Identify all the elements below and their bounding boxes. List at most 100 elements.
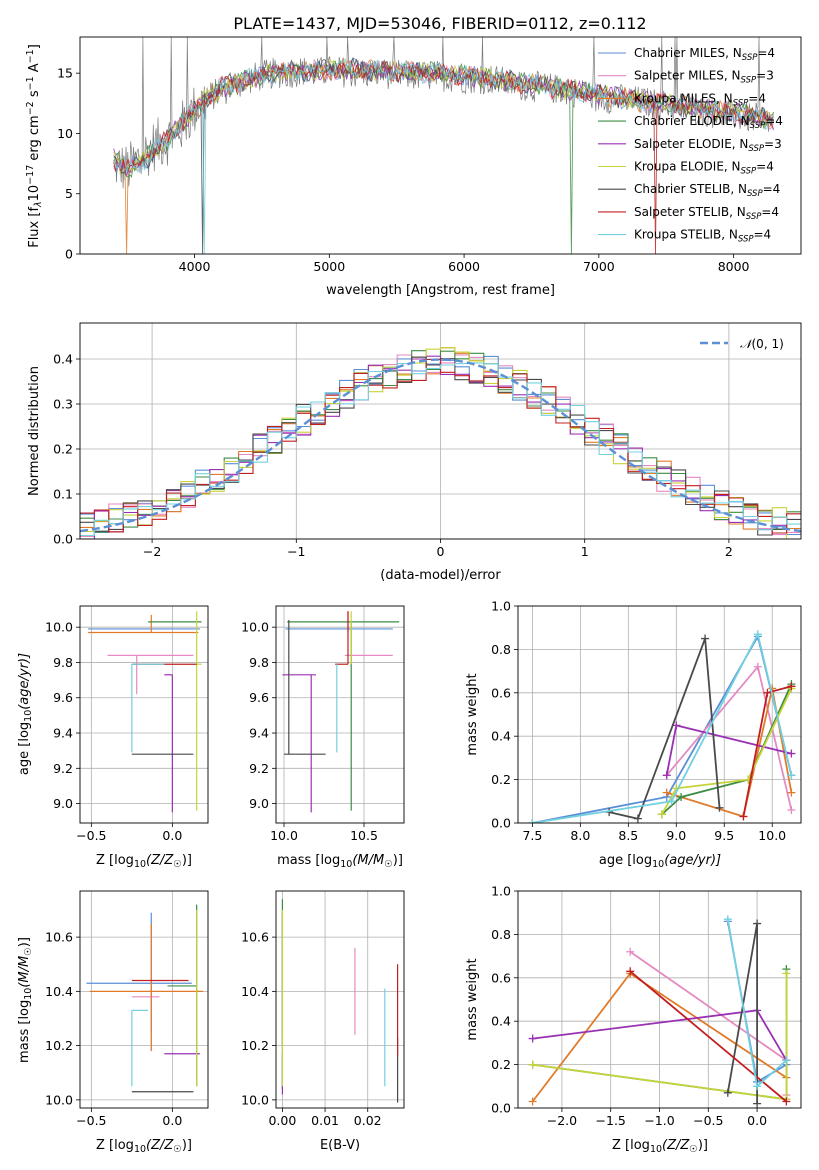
x-tick-label: −2.0 — [547, 1113, 577, 1128]
x-tick-label: 0.00 — [268, 1113, 296, 1128]
normal-distribution-curve — [80, 358, 801, 533]
weight-marker — [782, 969, 791, 978]
y-tick-label: 10.6 — [45, 930, 73, 945]
x-tick-label: −1.0 — [644, 1113, 674, 1128]
y-axis-label: mass weight — [465, 958, 480, 1040]
y-tick-label: 9.8 — [53, 655, 73, 670]
y-tick-label: 10 — [57, 126, 73, 141]
x-tick-label: 7.5 — [522, 828, 542, 843]
y-axis-label: mass weight — [465, 673, 480, 755]
residual-histogram-panel: −2 −1 0 1 2 0.0 0.1 0.2 0.3 0.4 (data-model)/error… — [27, 322, 802, 583]
weight-marker — [667, 797, 676, 806]
legend-label: Salpeter STELIB, NSSP=4 — [634, 205, 779, 222]
y-tick-label: 10.2 — [45, 1038, 73, 1053]
y-tick-label: 10.0 — [241, 620, 269, 635]
mass-vs-ebv-panel: 0.00 0.01 0.02 10.0 10.2 10.4 10.6 E(B-V) — [241, 890, 405, 1153]
weight-marker — [662, 788, 671, 797]
x-axis-label: E(B-V) — [320, 1138, 360, 1153]
model-spectrum-chabrier-stelib — [113, 56, 774, 254]
grid — [276, 606, 404, 823]
grid — [80, 891, 208, 1108]
y-tick-label: 9.4 — [249, 726, 269, 741]
weight-line — [666, 688, 793, 818]
figure-title: PLATE=1437, MJD=53046, FIBERID=0112, z=0… — [233, 14, 646, 33]
weight-marker — [753, 662, 762, 671]
x-axis-label: (data-model)/error — [380, 568, 501, 583]
legend-label: Salpeter MILES, NSSP=3 — [634, 69, 774, 86]
y-tick-label: 9.0 — [53, 796, 73, 811]
axes-frame — [79, 605, 209, 824]
mass-vs-metallicity-panel: −0.5 0.0 10.0 10.2 10.4 10.6 Z [log10(Z/Z☉)] ma… — [17, 890, 209, 1155]
x-tick-label: 10.0 — [758, 828, 786, 843]
y-tick-label: 9.2 — [53, 761, 73, 776]
weight-marker — [763, 688, 772, 697]
legend-label: 𝒩(0, 1) — [740, 337, 784, 351]
x-tick-label: 8000 — [718, 259, 750, 274]
y-tick-label: 0.0 — [491, 1101, 511, 1116]
x-tick-label: 0.0 — [162, 828, 182, 843]
errorbar-kroupa-miles — [88, 614, 199, 634]
weight-marker — [787, 749, 796, 758]
legend-label: Chabrier MILES, NSSP=4 — [634, 46, 775, 63]
weight-marker — [701, 634, 710, 643]
y-tick-label: 0.1 — [53, 487, 73, 502]
errorbar-kroupa-miles — [89, 923, 204, 1052]
axes-frame — [517, 890, 802, 1109]
legend-label: Kroupa MILES, NSSP=4 — [634, 91, 766, 108]
weight-marker — [626, 947, 635, 956]
x-tick-label: −2 — [143, 544, 161, 559]
plot-area — [86, 904, 204, 1093]
errorbar-kroupa-elodie — [196, 611, 202, 811]
y-tick-label: 9.4 — [53, 726, 73, 741]
axes-frame — [79, 890, 209, 1109]
errorbar-salpeter-elodie — [282, 674, 316, 813]
axis-ticks: 7.5 8.0 8.5 9.0 9.5 10.0 0.0 0.2 0.4 0.6 0.8 1.0 — [491, 599, 786, 844]
weight-marker — [787, 682, 796, 691]
y-tick-label: 0 — [65, 247, 73, 262]
y-tick-label: 0.2 — [53, 442, 73, 457]
axes-frame — [517, 605, 802, 824]
weight-marker — [782, 1097, 791, 1106]
age-vs-metallicity-panel: −0.5 0.0 9.0 9.2 9.4 9.6 9.8 10.0 Z [log10(Z/Z☉)… — [17, 605, 209, 870]
histogram-kroupa-elodie — [80, 347, 801, 539]
y-tick-label: 10.6 — [241, 930, 269, 945]
model-spectrum-kroupa-elodie — [113, 58, 774, 175]
weight-series-chabrier-stelib — [723, 919, 762, 1108]
y-tick-label: 9.2 — [249, 761, 269, 776]
y-tick-label: 10.4 — [45, 984, 73, 999]
weight-marker — [677, 792, 686, 801]
x-tick-label: 10.5 — [350, 828, 378, 843]
y-tick-label: 10.2 — [241, 1038, 269, 1053]
x-tick-label: −0.5 — [76, 828, 106, 843]
x-tick-label: 0.0 — [747, 1113, 767, 1128]
histogram-kroupa-stelib — [80, 362, 801, 537]
y-tick-label: 0.4 — [491, 729, 511, 744]
plot-area — [281, 899, 399, 1103]
axis-ticks: 10.0 10.5 9.0 9.2 9.4 9.6 9.8 10.0 — [241, 620, 378, 843]
x-tick-label: −1 — [287, 544, 305, 559]
x-tick-label: 0 — [437, 544, 445, 559]
weight-marker — [723, 915, 732, 924]
weight-marker — [753, 1082, 762, 1091]
weight-series-kroupa-stelib — [528, 630, 796, 823]
axes-frame — [79, 322, 802, 540]
x-tick-label: 4000 — [179, 259, 211, 274]
axis-ticks: −0.5 0.0 9.0 9.2 9.4 9.6 9.8 10.0 — [45, 620, 182, 843]
plot-area — [113, 37, 775, 254]
x-axis-label: Z [log10(Z/Z☉)] — [612, 1138, 708, 1155]
weight-marker — [633, 814, 642, 823]
weight-vs-age-panel: 7.5 8.0 8.5 9.0 9.5 10.0 0.0 0.2 0.4 0.6 0.8 1.0 mas… — [465, 599, 802, 870]
age-vs-mass-panel: 10.0 10.5 9.0 9.2 9.4 9.6 9.8 10.0 mass [log10(M… — [241, 605, 405, 870]
axis-ticks: 4000 5000 6000 7000 8000 0 5 10 15 — [57, 66, 749, 274]
y-tick-label: 10.4 — [241, 984, 269, 999]
x-axis-label: Z [log10(Z/Z☉)] — [96, 853, 192, 870]
y-tick-label: 5 — [65, 186, 73, 201]
x-axis-label: age [log10(age/yr)] — [599, 853, 721, 870]
y-tick-label: 1.0 — [491, 884, 511, 899]
y-axis-label: Normed distribution — [27, 366, 42, 496]
y-tick-label: 1.0 — [491, 599, 511, 614]
weight-series-salpeter-stelib — [739, 682, 796, 821]
legend-label: Kroupa STELIB, NSSP=4 — [634, 228, 771, 245]
plot-area — [80, 347, 801, 539]
axes-frame — [79, 36, 802, 255]
